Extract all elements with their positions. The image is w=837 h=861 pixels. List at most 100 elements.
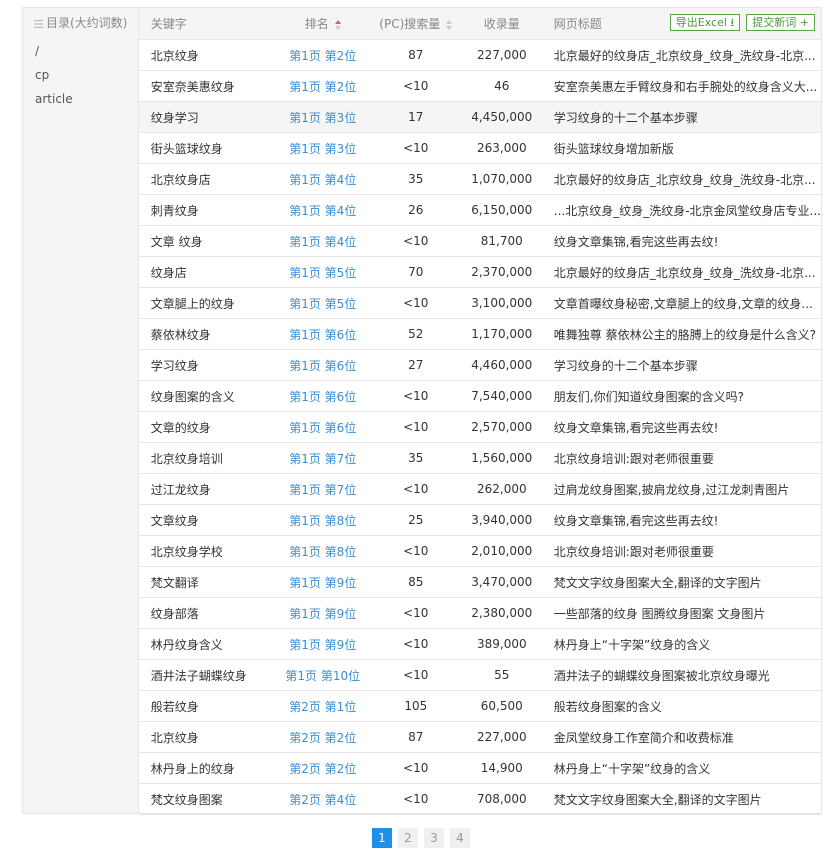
indexed-cell: 227,000	[476, 48, 527, 62]
table-row: 文章纹身 第1页 第8位 25 3,940,000 纹身文章集锦,看完这些再去纹…	[138, 505, 821, 536]
pc-search-cell: <10	[403, 668, 429, 682]
keyword-cell: 蔡依林纹身	[150, 327, 211, 342]
keyword-cell: 酒井法子蝴蝶纹身	[150, 668, 247, 683]
keyword-cell: 梵文翻译	[150, 575, 199, 590]
submit-new-keyword-button[interactable]: 提交新词 +	[746, 14, 815, 31]
title-cell: 北京纹身培训:跟对老师很重要	[553, 451, 714, 466]
rank-link[interactable]: 第1页 第7位	[289, 482, 357, 497]
rank-link[interactable]: 第1页 第7位	[289, 451, 357, 466]
title-cell: 北京纹身培训:跟对老师很重要	[553, 544, 714, 559]
rank-link[interactable]: 第1页 第10位	[285, 668, 361, 683]
indexed-cell: 4,460,000	[471, 358, 533, 372]
rank-link[interactable]: 第1页 第6位	[289, 389, 357, 404]
table-row: 般若纹身 第2页 第1位 105 60,500 般若纹身图案的含义	[138, 691, 821, 722]
rank-link[interactable]: 第2页 第1位	[289, 699, 357, 714]
sidebar-item[interactable]: article	[35, 92, 73, 106]
title-cell: 学习纹身的十二个基本步骤	[553, 358, 698, 373]
sidebar-item[interactable]: /	[35, 44, 40, 58]
rank-link[interactable]: 第1页 第4位	[289, 234, 357, 249]
title-cell: 北京最好的纹身店_北京纹身_纹身_洗纹身-北京...	[553, 265, 816, 280]
keyword-cell: 北京纹身学校	[150, 544, 223, 559]
indexed-cell: 2,570,000	[471, 420, 533, 434]
table-row: 北京纹身 第2页 第2位 87 227,000 金凤堂纹身工作室简介和收费标准	[138, 722, 821, 753]
rank-link[interactable]: 第1页 第3位	[289, 141, 357, 156]
page-button[interactable]: 1	[372, 828, 392, 848]
indexed-cell: 4,450,000	[471, 110, 533, 124]
pc-search-cell: 52	[408, 327, 424, 341]
page-button[interactable]: 4	[450, 828, 470, 848]
list-icon	[34, 19, 43, 28]
table-row: 酒井法子蝴蝶纹身 第1页 第10位 <10 55 酒井法子的蝴蝶纹身图案被北京纹…	[138, 660, 821, 691]
rank-link[interactable]: 第1页 第8位	[289, 513, 357, 528]
title-cell: 梵文文字纹身图案大全,翻译的文字图片	[553, 575, 762, 590]
keyword-cell: 纹身图案的含义	[150, 389, 235, 404]
title-cell: 纹身文章集锦,看完这些再去纹!	[553, 513, 719, 528]
table-row: 林丹纹身含义 第1页 第9位 <10 389,000 林丹身上“十字架”纹身的含…	[138, 629, 821, 660]
rank-link[interactable]: 第1页 第4位	[289, 172, 357, 187]
rank-link[interactable]: 第1页 第2位	[289, 79, 357, 94]
table-header: 关键字 排名 (PC)搜索量 收录量 网页标题 导出Excel ⭳ 提交新词 +	[138, 8, 821, 40]
table-row: 北京纹身学校 第1页 第8位 <10 2,010,000 北京纹身培训:跟对老师…	[138, 536, 821, 567]
rank-link[interactable]: 第1页 第6位	[289, 327, 357, 342]
rank-link[interactable]: 第1页 第4位	[289, 203, 357, 218]
keyword-cell: 般若纹身	[150, 699, 199, 714]
title-cell: 般若纹身图案的含义	[553, 699, 662, 714]
rank-link[interactable]: 第1页 第8位	[289, 544, 357, 559]
keyword-cell: 北京纹身	[150, 730, 199, 745]
keyword-cell: 文章纹身	[150, 513, 199, 528]
header-rank[interactable]: 排名	[275, 15, 371, 32]
table-row: 文章的纹身 第1页 第6位 <10 2,570,000 纹身文章集锦,看完这些再…	[138, 412, 821, 443]
sort-icon[interactable]	[446, 19, 453, 30]
sort-icon[interactable]	[334, 19, 341, 30]
title-cell: 梵文文字纹身图案大全,翻译的文字图片	[553, 792, 762, 807]
keyword-panel: 目录(大约词数) / cp article 关键字 排名 (PC)搜索量 收录量 网…	[22, 7, 822, 815]
pc-search-cell: <10	[403, 761, 429, 775]
indexed-cell: 389,000	[476, 637, 527, 651]
table-row: 街头篮球纹身 第1页 第3位 <10 263,000 街头篮球纹身增加新版	[138, 133, 821, 164]
keyword-cell: 林丹身上的纹身	[150, 761, 235, 776]
keyword-cell: 林丹纹身含义	[150, 637, 223, 652]
indexed-cell: 81,700	[480, 234, 523, 248]
rank-link[interactable]: 第2页 第2位	[289, 761, 357, 776]
sidebar-item[interactable]: cp	[35, 68, 50, 82]
title-cell: 过肩龙纹身图案,披肩龙纹身,过江龙刺青图片	[553, 482, 790, 497]
keyword-cell: 文章的纹身	[150, 420, 211, 435]
rank-link[interactable]: 第1页 第3位	[289, 110, 357, 125]
pc-search-cell: 70	[408, 265, 424, 279]
pc-search-cell: <10	[403, 296, 429, 310]
pc-search-cell: <10	[403, 420, 429, 434]
rank-link[interactable]: 第1页 第9位	[289, 575, 357, 590]
keyword-cell: 过江龙纹身	[150, 482, 211, 497]
export-excel-button[interactable]: 导出Excel ⭳	[669, 14, 741, 31]
pc-search-cell: <10	[403, 482, 429, 496]
table-row: 安室奈美惠纹身 第1页 第2位 <10 46 安室奈美惠左手臂纹身和右手腕处的纹…	[138, 71, 821, 102]
pc-search-cell: 85	[408, 575, 424, 589]
title-cell: 北京最好的纹身店_北京纹身_纹身_洗纹身-北京...	[553, 48, 816, 63]
table-row: 过江龙纹身 第1页 第7位 <10 262,000 过肩龙纹身图案,披肩龙纹身,…	[138, 474, 821, 505]
page-button[interactable]: 3	[424, 828, 444, 848]
rank-link[interactable]: 第1页 第5位	[289, 265, 357, 280]
rank-link[interactable]: 第1页 第9位	[289, 637, 357, 652]
table-row: 纹身店 第1页 第5位 70 2,370,000 北京最好的纹身店_北京纹身_纹…	[138, 257, 821, 288]
rank-link[interactable]: 第2页 第4位	[289, 792, 357, 807]
rank-link[interactable]: 第1页 第9位	[289, 606, 357, 621]
rank-link[interactable]: 第2页 第2位	[289, 730, 357, 745]
rank-link[interactable]: 第1页 第5位	[289, 296, 357, 311]
keyword-cell: 北京纹身	[150, 48, 199, 63]
keyword-cell: 文章腿上的纹身	[150, 296, 235, 311]
rank-link[interactable]: 第1页 第2位	[289, 48, 357, 63]
pc-search-cell: <10	[403, 141, 429, 155]
page-button[interactable]: 2	[398, 828, 418, 848]
keyword-cell: 街头篮球纹身	[150, 141, 223, 156]
table-row: 梵文翻译 第1页 第9位 85 3,470,000 梵文文字纹身图案大全,翻译的…	[138, 567, 821, 598]
header-pc-search[interactable]: (PC)搜索量	[371, 15, 461, 32]
table-row: 蔡依林纹身 第1页 第6位 52 1,170,000 唯舞独尊 蔡依林公主的胳膊…	[138, 319, 821, 350]
pc-search-cell: 35	[408, 172, 424, 186]
table-row: 北京纹身店 第1页 第4位 35 1,070,000 北京最好的纹身店_北京纹身…	[138, 164, 821, 195]
rank-link[interactable]: 第1页 第6位	[289, 358, 357, 373]
header-title: 网页标题	[553, 17, 602, 31]
rank-link[interactable]: 第1页 第6位	[289, 420, 357, 435]
indexed-cell: 2,380,000	[471, 606, 533, 620]
pc-search-cell: <10	[403, 389, 429, 403]
